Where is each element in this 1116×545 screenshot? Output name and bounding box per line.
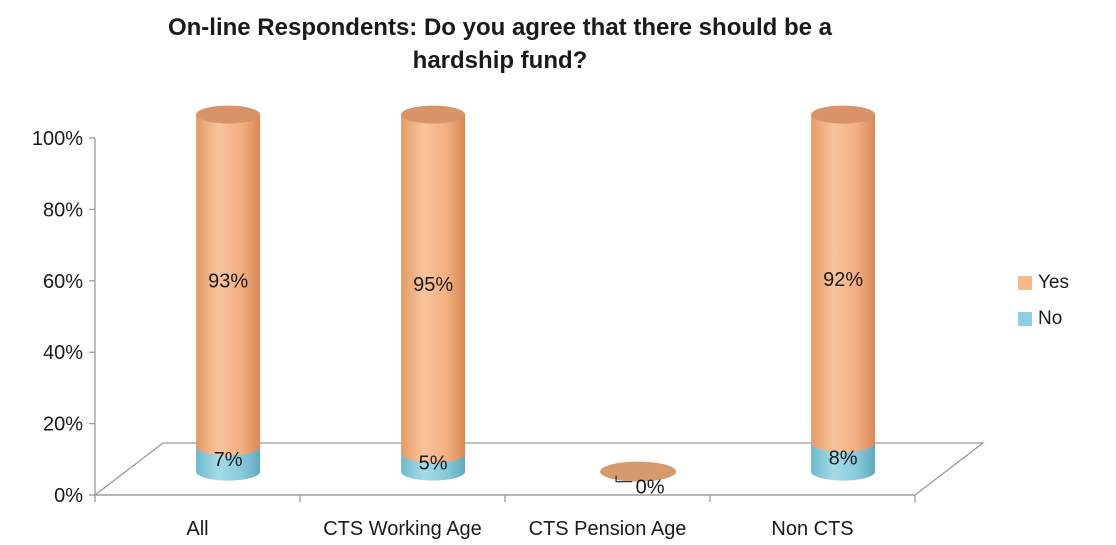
data-label-no-cts-pension-age: 0% <box>636 477 665 499</box>
legend-label-yes: Yes <box>1038 272 1069 293</box>
y-tick-label-0: 0% <box>54 485 83 507</box>
bar-yes-non-cts <box>811 114 876 453</box>
data-label-no-cts-working-age: 5% <box>419 453 448 475</box>
bar-cap-cts-working-age <box>401 105 466 124</box>
legend: Yes No <box>1018 265 1069 337</box>
legend-item-yes: Yes <box>1018 265 1069 301</box>
legend-swatch-no <box>1018 312 1032 326</box>
bar-yes-all <box>196 114 261 456</box>
data-label-no-non-cts: 8% <box>829 447 858 469</box>
data-label-yes-non-cts: 92% <box>823 269 863 291</box>
chart-title-line2: hardship fund? <box>412 47 588 74</box>
bar-no-non-cts <box>811 443 876 481</box>
data-label-no-all: 7% <box>214 449 243 471</box>
legend-label-no: No <box>1038 308 1063 329</box>
bar-no-all <box>196 446 261 481</box>
data-label-leader-no-cts-pension-age <box>615 475 633 483</box>
empty-bar-disc-cts-pension-age <box>600 461 677 482</box>
data-label-yes-cts-working-age: 95% <box>413 274 453 296</box>
legend-swatch-yes <box>1018 276 1032 290</box>
y-tick-label-100: 100% <box>32 128 83 150</box>
x-tick-label-cts-working-age: CTS Working Age <box>323 518 482 540</box>
bar-cap-non-cts <box>811 105 876 124</box>
x-tick-label-cts-pension-age: CTS Pension Age <box>529 518 687 540</box>
x-tick-label-non-cts: Non CTS <box>771 518 853 540</box>
bar-yes-cts-working-age <box>401 114 466 463</box>
data-label-yes-all: 93% <box>208 271 248 293</box>
y-tick-label-40: 40% <box>43 342 83 364</box>
bar-cap-all <box>196 105 261 124</box>
y-tick-label-80: 80% <box>43 199 83 221</box>
x-tick-label-all: All <box>186 518 208 540</box>
chart-title-line1: On-line Respondents: Do you agree that t… <box>167 14 833 41</box>
y-tick-label-20: 20% <box>43 414 83 436</box>
y-tick-label-60: 60% <box>43 271 83 293</box>
legend-item-no: No <box>1018 301 1069 337</box>
